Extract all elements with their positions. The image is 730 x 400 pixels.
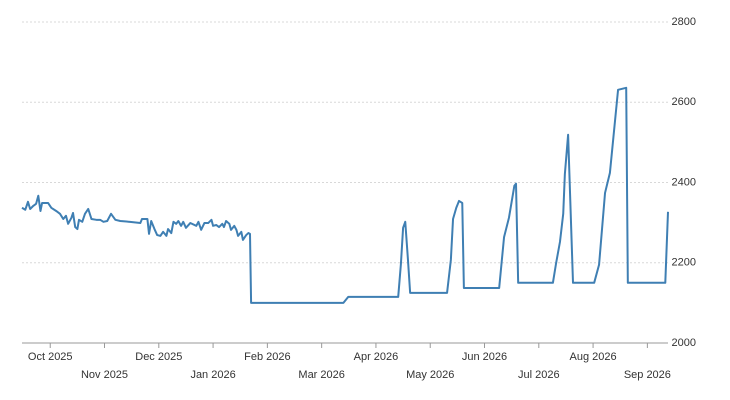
y-tick-label: 2000 [672, 337, 696, 349]
y-tick-label: 2600 [672, 96, 696, 108]
x-tick-label: Jun 2026 [462, 351, 507, 363]
x-tick-label: Aug 2026 [570, 351, 617, 363]
x-tick-label: Oct 2025 [28, 351, 73, 363]
x-tick-label: May 2026 [406, 369, 454, 381]
x-tick-label: Feb 2026 [244, 351, 290, 363]
y-tick-label: 2200 [672, 257, 696, 269]
x-tick-label: Apr 2026 [354, 351, 399, 363]
x-tick-label: Mar 2026 [298, 369, 344, 381]
x-tick-label: Dec 2025 [135, 351, 182, 363]
x-tick-label: Jul 2026 [518, 369, 560, 381]
x-tick-label: Sep 2026 [624, 369, 671, 381]
x-tick-label: Jan 2026 [190, 369, 235, 381]
data-line [21, 86, 669, 304]
y-tick-label: 2400 [672, 176, 696, 188]
x-tick-label: Nov 2025 [81, 369, 128, 381]
y-tick-label: 2800 [672, 16, 696, 28]
